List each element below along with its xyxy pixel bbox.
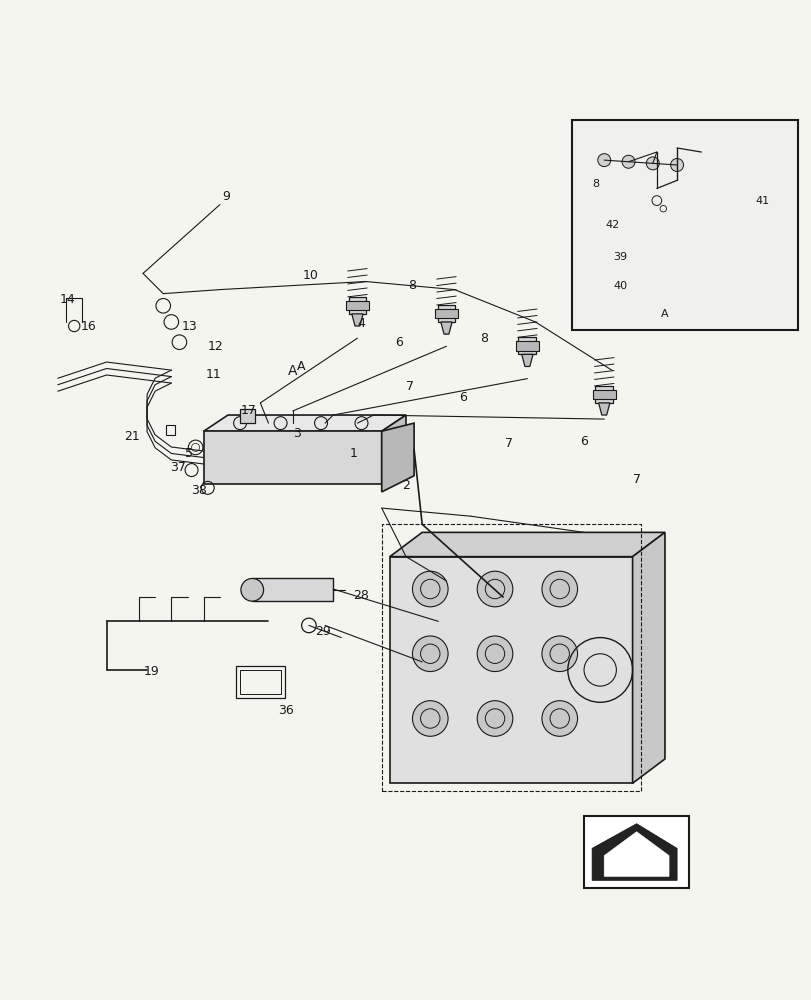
Text: 8: 8	[408, 279, 416, 292]
Text: 41: 41	[754, 196, 768, 206]
Circle shape	[412, 636, 448, 672]
Bar	[348, 297, 366, 314]
Text: 39: 39	[612, 252, 627, 262]
Text: 9: 9	[222, 190, 230, 203]
Bar	[571, 120, 797, 330]
Polygon shape	[598, 403, 609, 415]
Text: A: A	[660, 309, 668, 319]
Text: A: A	[288, 364, 297, 378]
Circle shape	[412, 571, 448, 607]
Circle shape	[670, 159, 683, 171]
Bar	[437, 305, 455, 322]
Polygon shape	[521, 354, 532, 366]
Text: 29: 29	[315, 625, 331, 638]
Polygon shape	[516, 341, 538, 351]
Text: 42: 42	[604, 220, 619, 230]
Text: 4: 4	[357, 317, 365, 330]
Polygon shape	[204, 415, 406, 431]
Polygon shape	[603, 832, 668, 876]
Polygon shape	[345, 301, 368, 310]
Text: 13: 13	[181, 320, 197, 333]
Text: 17: 17	[240, 404, 255, 417]
Text: 7: 7	[504, 437, 512, 450]
Text: 8: 8	[592, 179, 599, 189]
Circle shape	[541, 636, 577, 672]
Text: 11: 11	[205, 368, 221, 381]
Circle shape	[621, 155, 634, 168]
Text: 10: 10	[303, 269, 318, 282]
Text: 1: 1	[349, 447, 357, 460]
Polygon shape	[389, 557, 632, 783]
Text: 5: 5	[185, 447, 193, 460]
Circle shape	[541, 571, 577, 607]
Polygon shape	[591, 824, 676, 880]
Text: 6: 6	[458, 391, 466, 404]
Circle shape	[412, 701, 448, 736]
Circle shape	[241, 578, 264, 601]
Text: 16: 16	[81, 320, 97, 333]
Text: 7: 7	[406, 380, 414, 393]
Bar	[252, 578, 333, 601]
Bar	[165, 425, 175, 435]
Circle shape	[541, 701, 577, 736]
Polygon shape	[435, 309, 457, 318]
Circle shape	[597, 154, 610, 167]
Text: 28: 28	[352, 589, 368, 602]
Polygon shape	[204, 431, 381, 484]
Bar	[240, 409, 255, 423]
Text: 21: 21	[124, 430, 140, 443]
Polygon shape	[389, 532, 664, 557]
Text: 40: 40	[612, 281, 627, 291]
Text: 36: 36	[278, 704, 294, 717]
Text: 12: 12	[208, 340, 224, 353]
Circle shape	[477, 571, 513, 607]
Text: 6: 6	[579, 435, 587, 448]
Text: 19: 19	[143, 665, 159, 678]
Circle shape	[477, 701, 513, 736]
Text: 7: 7	[633, 473, 641, 486]
Polygon shape	[351, 314, 363, 326]
Bar	[381, 524, 640, 791]
Text: 37: 37	[169, 461, 186, 474]
Text: 6: 6	[395, 336, 403, 349]
Polygon shape	[440, 322, 452, 334]
Polygon shape	[381, 423, 414, 492]
Bar	[594, 386, 612, 403]
Circle shape	[646, 157, 659, 170]
Bar	[583, 816, 689, 888]
Text: 3: 3	[293, 427, 300, 440]
Bar	[240, 670, 281, 694]
Polygon shape	[592, 390, 615, 399]
Bar	[236, 666, 285, 698]
Polygon shape	[632, 532, 664, 783]
Text: 8: 8	[480, 332, 488, 345]
Circle shape	[477, 636, 513, 672]
Bar	[518, 337, 535, 354]
Polygon shape	[381, 415, 406, 484]
Text: A: A	[296, 360, 305, 373]
Text: 14: 14	[60, 293, 75, 306]
Text: 38: 38	[191, 484, 207, 497]
Text: 2: 2	[401, 479, 410, 492]
